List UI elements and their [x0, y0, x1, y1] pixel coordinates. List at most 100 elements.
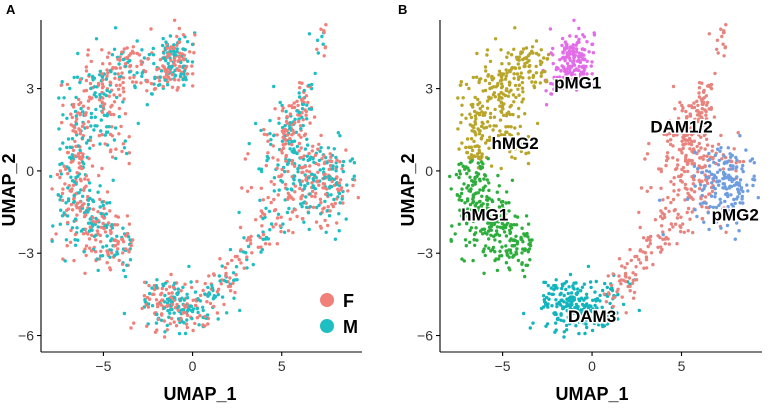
panel-b-point — [649, 185, 653, 190]
panel-b-point — [697, 95, 702, 99]
panel-b-point — [713, 153, 718, 157]
panel-b-point — [485, 106, 490, 110]
panel-a-point — [245, 238, 249, 242]
panel-a-point — [80, 204, 84, 208]
panel-a-point — [181, 307, 186, 312]
panel-b-point — [698, 127, 703, 131]
panel-a-point — [68, 145, 72, 149]
panel-a-point — [337, 229, 341, 233]
panel-a-point — [99, 211, 103, 216]
panel-b-point — [707, 32, 711, 36]
panel-b-point — [693, 117, 697, 122]
panel-a-point — [103, 133, 108, 137]
panel-b-point — [523, 62, 527, 66]
panel-a-point — [112, 112, 116, 117]
panel-b-point — [711, 205, 716, 209]
panel-b-point — [523, 234, 527, 238]
panel-a-point — [301, 165, 305, 170]
panel-b-point — [729, 159, 734, 164]
panel-b-point — [680, 109, 684, 113]
panel-b-point — [530, 49, 534, 53]
panel-b-point — [471, 197, 475, 201]
panel-a-point — [68, 155, 72, 160]
panel-b-point — [465, 214, 469, 218]
panel-a-point — [165, 83, 170, 87]
panel-a-point — [173, 74, 177, 78]
panel-a-point — [56, 193, 60, 197]
panel-b-point — [666, 139, 670, 143]
panel-a-point — [299, 183, 303, 187]
panel-b-point — [681, 128, 686, 132]
panel-a-point — [182, 303, 186, 307]
panel-a-point — [85, 125, 90, 130]
panel-b-point — [634, 278, 639, 282]
panel-b-point — [577, 298, 582, 302]
panel-a-point — [65, 116, 69, 121]
panel-b-point — [469, 137, 474, 141]
panel-b-point — [516, 115, 521, 119]
panel-a-point — [86, 53, 90, 57]
panel-a-point — [154, 298, 159, 302]
legend-m-marker — [320, 319, 334, 333]
panel-b-point — [499, 214, 504, 218]
panel-b-point — [488, 111, 493, 116]
panel-a-point — [292, 139, 297, 143]
panel-b-point — [500, 245, 504, 249]
panel-a-point — [312, 185, 316, 190]
panel-b-point — [623, 266, 627, 270]
panel-b-point — [504, 114, 509, 118]
panel-b-point — [565, 61, 570, 66]
panel-b-point — [712, 160, 716, 165]
panel-b-point — [690, 105, 694, 110]
panel-a-point — [317, 183, 321, 187]
panel-a-point — [78, 148, 82, 152]
panel-a-point — [315, 38, 320, 42]
panel-a-point — [186, 59, 190, 63]
panel-b-point — [510, 178, 515, 182]
panel-a-point — [167, 65, 171, 69]
panel-a-point — [136, 121, 140, 126]
panel-a-point — [102, 113, 107, 118]
panel-b-point — [577, 26, 581, 31]
panel-a-point — [290, 159, 295, 163]
panel-a-point — [300, 179, 304, 183]
panel-b-point — [719, 146, 723, 150]
panel-a-point — [261, 232, 266, 237]
panel-a-point — [288, 147, 292, 151]
panel-a-point — [121, 100, 125, 104]
panel-b-point — [562, 335, 566, 339]
panel-b-point — [707, 151, 711, 156]
panel-b-point — [669, 200, 673, 205]
panel-b-point — [571, 61, 576, 66]
panel-b-point — [569, 307, 574, 312]
panel-b-point — [471, 102, 475, 107]
panel-b-point — [565, 83, 569, 87]
panel-a-point — [228, 247, 233, 252]
panel-b-point — [474, 226, 478, 230]
panel-b-point — [590, 60, 594, 64]
panel-b-point — [526, 222, 531, 226]
panel-b-point — [751, 183, 755, 188]
panel-b-point — [531, 321, 535, 325]
panel-a-point — [121, 142, 126, 146]
panel-b-point — [611, 272, 615, 276]
panel-b-point — [483, 253, 487, 258]
panel-a-point — [322, 54, 326, 58]
panel-a-point — [133, 84, 137, 88]
panel-a-point — [90, 233, 94, 237]
panel-a-point — [89, 221, 93, 225]
panel-a-point — [177, 78, 181, 82]
panel-b-point — [478, 188, 482, 192]
panel-b-letter: B — [398, 2, 407, 17]
panel-a-point — [64, 238, 69, 242]
panel-a-point — [220, 264, 224, 268]
panel-a-point — [123, 274, 128, 279]
panel-a-point — [238, 308, 242, 313]
panel-b-point — [630, 281, 635, 285]
panel-b-point — [556, 83, 560, 88]
panel-a-point — [70, 226, 75, 230]
panel-b-point — [505, 190, 509, 194]
panel-a-point — [82, 122, 86, 126]
panel-b-point — [647, 141, 651, 146]
panel-b-point — [464, 82, 469, 87]
